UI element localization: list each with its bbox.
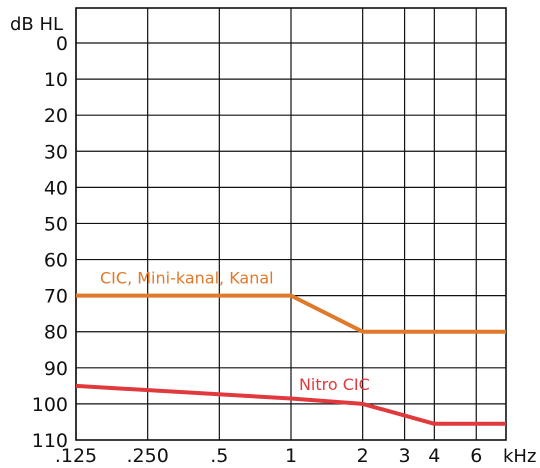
y-tick-label: 100 xyxy=(32,394,68,416)
y-tick-label: 10 xyxy=(44,69,68,91)
x-tick-label: 4 xyxy=(428,445,440,467)
series-label-1: Nitro CIC xyxy=(299,375,370,394)
x-tick-label: 2 xyxy=(357,445,369,467)
x-tick-label: 1 xyxy=(285,445,297,467)
y-axis-label: dB HL xyxy=(10,14,63,35)
y-tick-label: 50 xyxy=(44,213,68,235)
y-tick-label: 80 xyxy=(44,322,68,344)
series-label-0: CIC, Mini-kanal, Kanal xyxy=(100,269,274,288)
axes-layer: 0 10 20 30 40 50 60 70 80 90 100 110.125 .250 .5 1 2 3 4 6 xyxy=(32,33,483,467)
x-axis-label: kHz xyxy=(503,446,536,467)
x-tick-label: 3 xyxy=(399,445,411,467)
x-tick-label: .250 xyxy=(127,445,169,467)
y-tick-label: 30 xyxy=(44,141,68,163)
y-tick-label: 0 xyxy=(56,33,68,55)
y-tick-label: 40 xyxy=(44,177,68,199)
y-tick-label: 90 xyxy=(44,358,68,380)
series-line-1 xyxy=(75,383,506,426)
y-tick-label: 70 xyxy=(44,286,68,308)
grid xyxy=(75,7,507,441)
series-layer: CIC, Mini-kanal, Kanal Nitro CIC xyxy=(75,269,506,426)
y-tick-label: 110 xyxy=(32,430,68,452)
y-tick-label: 20 xyxy=(44,105,68,127)
x-tick-label: .125 xyxy=(55,445,97,467)
x-tick-label: .5 xyxy=(210,445,228,467)
x-tick-label: 6 xyxy=(470,445,482,467)
series-line-0 xyxy=(76,293,506,334)
y-tick-label: 60 xyxy=(44,250,68,272)
